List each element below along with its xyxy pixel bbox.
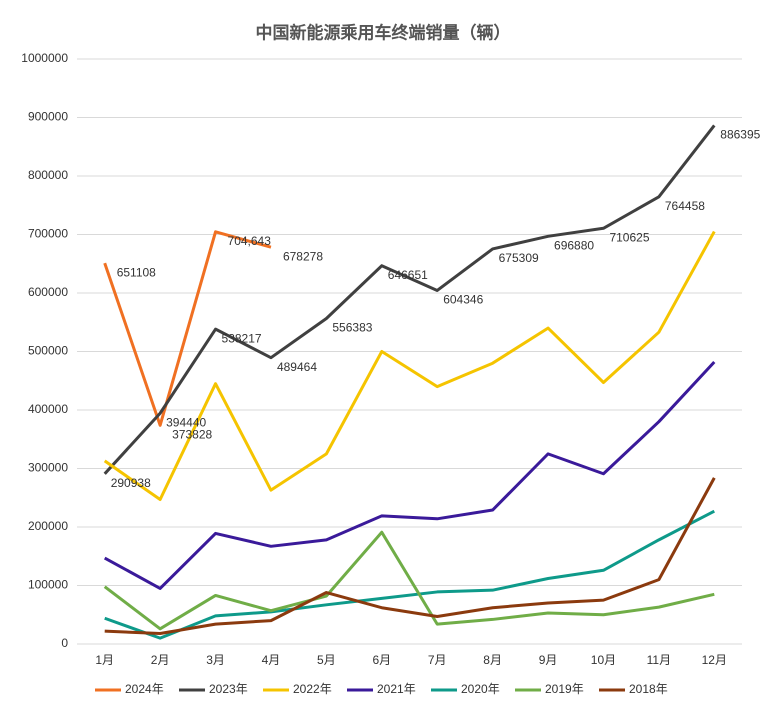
legend-label: 2021年 (377, 682, 416, 696)
data-label: 651108 (117, 265, 156, 279)
y-tick-label: 0 (61, 636, 68, 650)
data-label: 538217 (222, 331, 262, 345)
y-tick-label: 200000 (28, 519, 68, 533)
data-label: 394440 (166, 415, 206, 429)
x-tick-label: 12月 (702, 653, 727, 667)
data-label: 696880 (554, 238, 594, 252)
data-label: 604346 (443, 293, 483, 307)
data-label: 373828 (172, 427, 212, 441)
legend-label: 2019年 (545, 682, 584, 696)
data-label: 704,643 (228, 234, 272, 248)
series-line (104, 477, 716, 635)
y-tick-label: 700000 (28, 227, 68, 241)
legend-label: 2020年 (461, 682, 500, 696)
x-tick-label: 6月 (372, 653, 391, 667)
x-tick-label: 8月 (483, 653, 502, 667)
x-tick-label: 11月 (647, 653, 671, 667)
data-label: 290938 (111, 476, 151, 490)
y-tick-label: 500000 (28, 344, 68, 358)
data-label: 710625 (609, 230, 649, 244)
series-line (104, 509, 715, 640)
x-tick-label: 1月 (95, 653, 114, 667)
x-tick-label: 2月 (151, 653, 170, 667)
series-line (103, 361, 716, 590)
series-line (103, 230, 716, 502)
data-label: 489464 (277, 360, 317, 374)
legend-label: 2024年 (125, 682, 164, 696)
y-tick-label: 100000 (28, 578, 68, 592)
series-line (103, 124, 716, 475)
y-tick-label: 1000000 (21, 51, 68, 65)
y-tick-label: 300000 (28, 461, 68, 475)
chart-title: 中国新能源乘用车终端销量（辆） (256, 22, 511, 42)
legend-label: 2018年 (629, 682, 668, 696)
data-label: 764458 (665, 199, 705, 213)
data-label: 678278 (283, 249, 323, 263)
legend-label: 2022年 (293, 682, 332, 696)
y-tick-label: 600000 (28, 285, 68, 299)
y-tick-label: 400000 (28, 402, 68, 416)
series-line (103, 530, 715, 631)
y-tick-label: 800000 (28, 168, 68, 182)
data-label: 675309 (499, 251, 539, 265)
x-tick-label: 5月 (317, 653, 336, 667)
data-label: 886395 (720, 128, 760, 142)
y-tick-label: 900000 (28, 110, 68, 124)
x-tick-label: 9月 (539, 653, 558, 667)
x-tick-label: 4月 (262, 653, 281, 667)
x-tick-label: 7月 (428, 653, 447, 667)
legend-label: 2023年 (209, 682, 248, 696)
data-label: 556383 (332, 321, 372, 335)
x-tick-label: 3月 (206, 653, 225, 667)
x-tick-label: 10月 (591, 653, 616, 667)
data-label: 646651 (388, 268, 428, 282)
series-line (103, 230, 272, 427)
